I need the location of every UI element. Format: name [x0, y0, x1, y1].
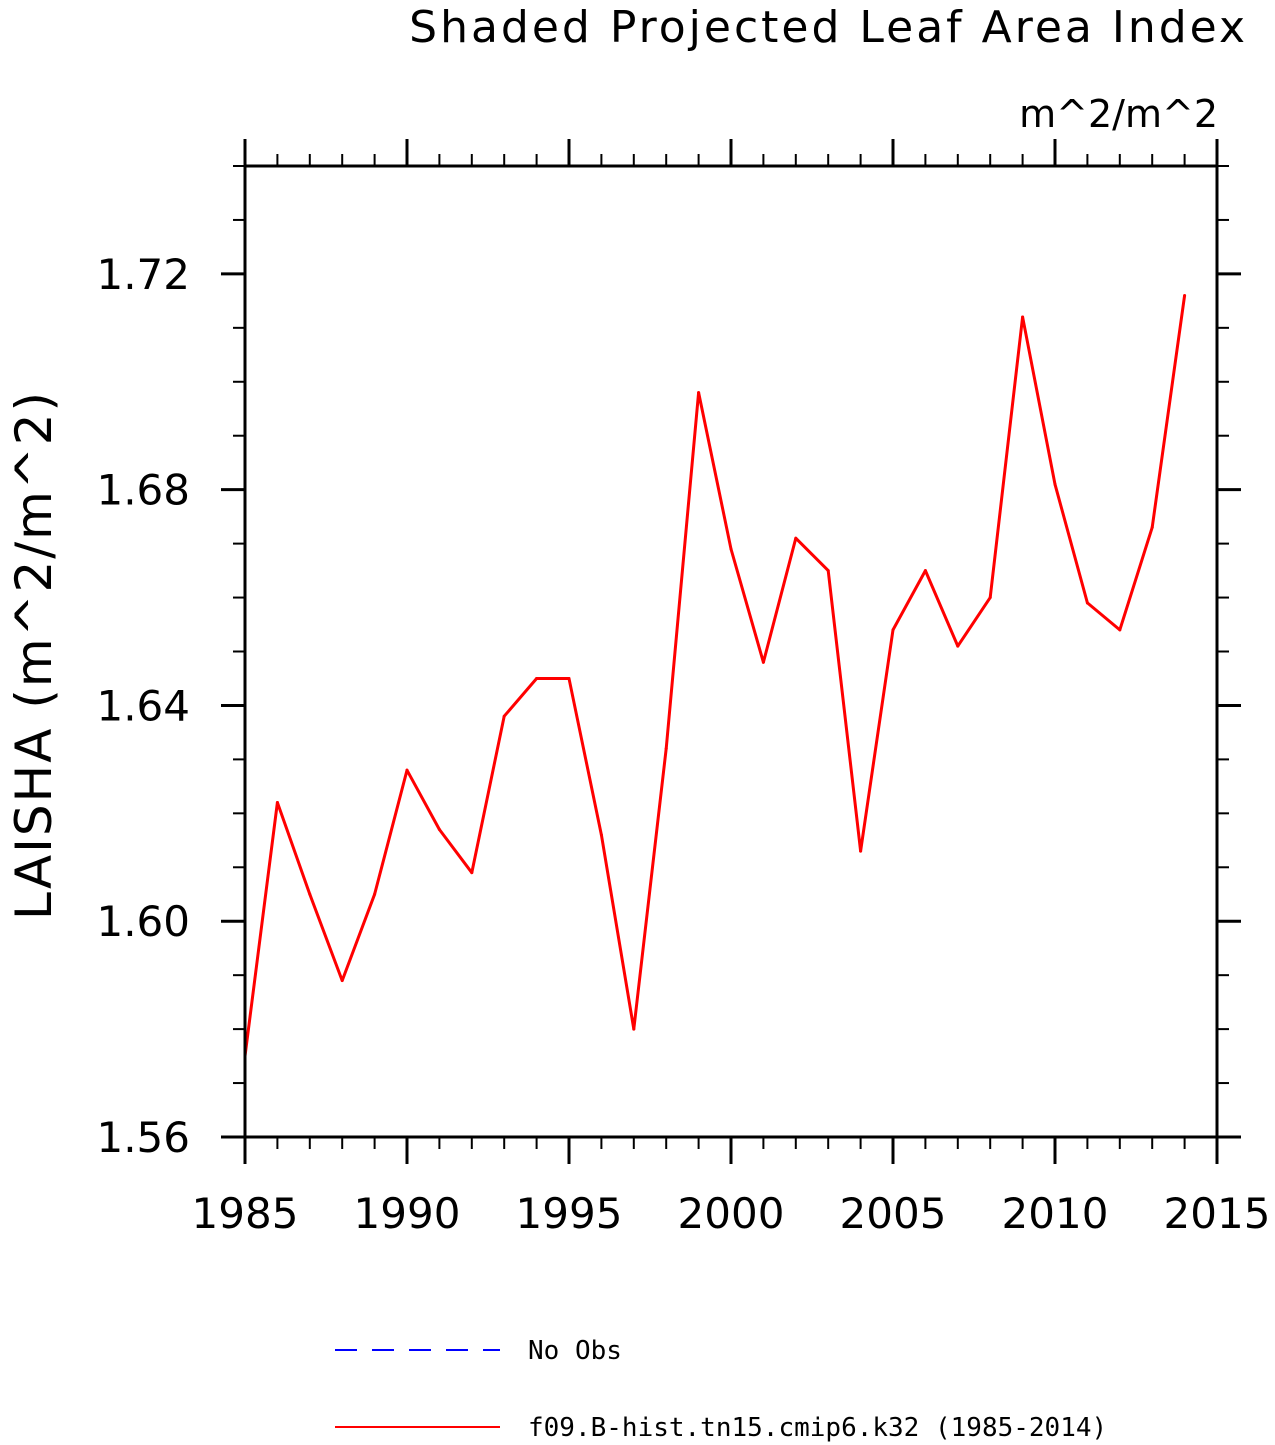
data-point [275, 801, 279, 805]
x-tick-label: 2000 [678, 1189, 785, 1238]
data-point [826, 569, 830, 573]
series-lines [243, 293, 1187, 1058]
data-point [956, 644, 960, 648]
data-point [502, 714, 506, 718]
data-point [373, 892, 377, 896]
data-point [535, 676, 539, 680]
y-tick-label: 1.72 [96, 250, 190, 299]
x-tick-label: 2005 [840, 1189, 947, 1238]
data-point [1053, 482, 1057, 486]
x-tick-labels: 1985 1990 1995 2000 2005 2010 2015 [192, 1189, 1271, 1238]
x-tick-label: 1990 [354, 1189, 461, 1238]
legend-label-model: f09.B-hist.tn15.cmip6.k32 (1985-2014) [528, 1413, 1107, 1443]
y-tick-label: 1.60 [96, 897, 190, 946]
data-point [1085, 601, 1089, 605]
data-point [308, 892, 312, 896]
legend: No Obs f09.B-hist.tn15.cmip6.k32 (1985-2… [335, 1336, 1107, 1443]
data-point [567, 676, 571, 680]
legend-label-no-obs: No Obs [528, 1336, 622, 1366]
data-point [1118, 628, 1122, 632]
y-tick-label: 1.64 [96, 681, 190, 730]
y-tick-label: 1.68 [96, 466, 190, 515]
x-tick-label: 2010 [1002, 1189, 1109, 1238]
axis-ticks [221, 139, 1241, 1164]
data-point [761, 660, 765, 664]
series-line [243, 295, 1187, 1057]
data-point [859, 849, 863, 853]
x-tick-label: 1985 [192, 1189, 299, 1238]
data-point [340, 979, 344, 983]
units-label: m^2/m^2 [1019, 92, 1218, 136]
data-point [729, 547, 733, 551]
data-point [405, 768, 409, 772]
x-tick-label: 2015 [1164, 1189, 1271, 1238]
y-tick-labels: 1.56 1.60 1.64 1.68 1.72 [96, 250, 190, 1162]
data-point [1021, 315, 1025, 319]
data-point [664, 747, 668, 751]
y-tick-label: 1.56 [96, 1113, 190, 1162]
data-point [923, 569, 927, 573]
plot-frame [243, 164, 1219, 1139]
data-point [1183, 293, 1187, 297]
x-tick-label: 1995 [516, 1189, 623, 1238]
data-point [697, 391, 701, 395]
data-point [470, 871, 474, 875]
y-axis-label: LAISHA (m^2/m^2) [5, 390, 63, 920]
data-point [599, 833, 603, 837]
data-point [1150, 525, 1154, 529]
data-point [437, 828, 441, 832]
chart-title: Shaded Projected Leaf Area Index [409, 2, 1248, 53]
data-point [794, 536, 798, 540]
data-point [988, 596, 992, 600]
data-point [891, 628, 895, 632]
data-point [632, 1027, 636, 1031]
